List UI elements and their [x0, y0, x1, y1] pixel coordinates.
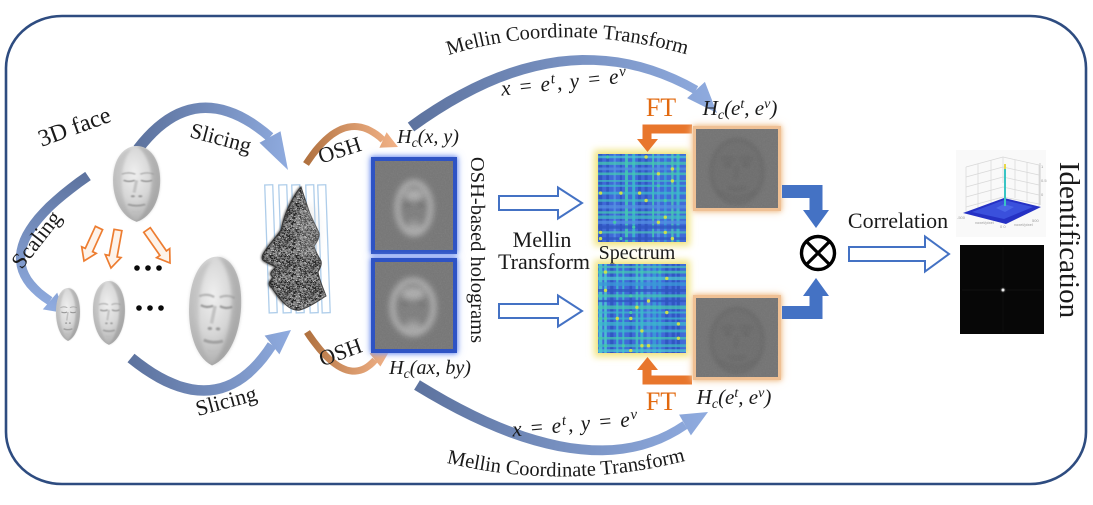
svg-text:Spectrum: Spectrum — [599, 242, 676, 264]
svg-text:FT: FT — [646, 387, 676, 416]
svg-text:0.5: 0.5 — [1041, 178, 1047, 183]
svg-text:500: 500 — [1032, 218, 1039, 223]
svg-text:voxel/pixel: voxel/pixel — [1014, 222, 1033, 227]
svg-text:0: 0 — [1041, 192, 1044, 197]
svg-text:1: 1 — [1041, 164, 1044, 169]
svg-text:Hc(et, ev): Hc(et, ev) — [696, 385, 772, 412]
svg-text:Hc(x, y): Hc(x, y) — [396, 126, 459, 151]
svg-text:OSH-based holograms: OSH-based holograms — [466, 157, 488, 343]
svg-text:voxel/pixel: voxel/pixel — [975, 220, 994, 225]
svg-text:Identification: Identification — [1053, 162, 1085, 319]
svg-text:FT: FT — [646, 93, 676, 122]
svg-text:Mellin: Mellin — [513, 227, 572, 252]
svg-text:Transform: Transform — [498, 249, 590, 274]
svg-text:-500: -500 — [957, 215, 966, 220]
svg-text:Hc(ax, by): Hc(ax, by) — [388, 357, 471, 382]
svg-text:0 0: 0 0 — [1000, 224, 1006, 229]
svg-text:Correlation: Correlation — [848, 208, 948, 233]
